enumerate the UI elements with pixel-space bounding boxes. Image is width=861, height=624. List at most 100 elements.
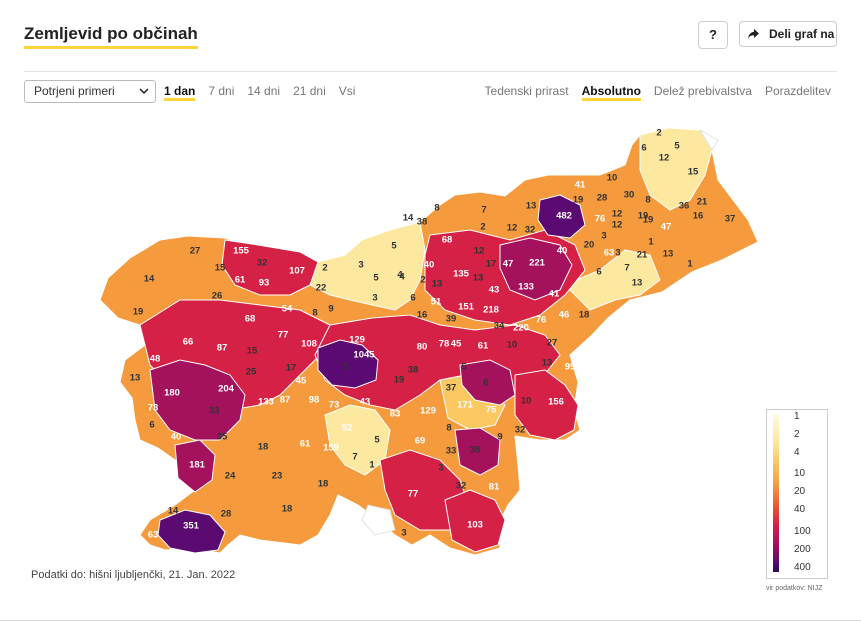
tab-porazdelitev[interactable]: Porazdelitev	[764, 84, 831, 98]
region-red-west2	[221, 239, 319, 296]
municipality-value-label: 73	[148, 403, 159, 414]
municipality-value-label: 19	[394, 375, 405, 386]
legend-label: 2	[794, 429, 800, 440]
municipality-value-label: 68	[442, 235, 453, 246]
legend-label: 10	[794, 468, 806, 479]
municipality-value-label: 351	[183, 521, 200, 532]
municipality-value-label: 107	[289, 266, 305, 277]
municipality-value-label: 8	[434, 203, 439, 214]
municipality-value-label: 19	[638, 211, 649, 222]
municipality-value-label: 20	[584, 240, 595, 251]
header-divider	[24, 71, 837, 72]
legend-label: 40	[794, 504, 806, 515]
municipality-value-label: 2	[656, 128, 661, 139]
municipality-value-label: 10	[521, 396, 532, 407]
metric-select[interactable]: Potrjeni primeri	[24, 80, 156, 103]
municipality-value-label: 12	[612, 220, 623, 231]
data-source: vir podatkov: NIJZ	[766, 585, 823, 592]
municipality-value-label: 6	[596, 267, 601, 278]
municipality-value-label: 3	[601, 231, 606, 242]
municipality-value-label: 18	[282, 504, 293, 515]
municipality-value-label: 8	[645, 195, 650, 206]
legend-color-bar	[773, 414, 779, 572]
municipality-value-label: 19	[133, 307, 144, 318]
municipality-value-label: 5	[373, 273, 379, 284]
municipality-value-label: 63	[148, 530, 159, 541]
municipality-value-label: 77	[408, 489, 419, 500]
region-light-east	[564, 249, 661, 311]
legend-label: 200	[794, 544, 811, 555]
municipality-value-label: 16	[693, 211, 704, 222]
municipality-value-label: 5	[343, 362, 349, 373]
municipality-value-label: 81	[489, 482, 500, 493]
municipality-value-label: 47	[503, 259, 514, 270]
municipality-value-label: 80	[417, 342, 428, 353]
municipality-value-label: 19	[643, 215, 654, 226]
municipality-value-label: 12	[659, 153, 670, 164]
mode-tabs: Tedenski prirast Absolutno Delež prebiva…	[485, 84, 831, 101]
municipality-value-label: 4	[399, 272, 405, 283]
municipality-value-label: 13	[542, 358, 553, 369]
municipality-value-label: 7	[481, 205, 486, 216]
municipality-value-label: 5	[461, 362, 467, 373]
municipality-value-label: 52	[342, 423, 353, 434]
municipality-value-label: 1	[369, 460, 375, 471]
tab-1-dan[interactable]: 1 dan	[164, 84, 196, 101]
tab-7-dni[interactable]: 7 dni	[208, 84, 235, 98]
municipality-value-label: 69	[415, 436, 426, 447]
tab-14-dni[interactable]: 14 dni	[247, 84, 281, 98]
municipality-value-label: 2	[420, 275, 425, 286]
municipality-value-label: 171	[457, 400, 474, 411]
page-title: Zemljevid po občinah	[24, 24, 198, 49]
legend-label: 4	[794, 447, 800, 458]
municipality-value-label: 27	[547, 338, 558, 349]
municipality-value-label: 40	[171, 432, 182, 443]
municipality-value-label: 2	[322, 263, 327, 274]
municipality-value-label: 37	[725, 214, 736, 225]
help-button[interactable]: ?	[698, 21, 728, 49]
data-footnote: Podatki do: hišni ljubljenčki, 21. Jan. …	[31, 569, 236, 581]
municipality-value-label: 12	[612, 209, 623, 220]
municipality-value-label: 45	[451, 339, 462, 350]
municipality-value-label: 6	[149, 420, 154, 431]
municipality-value-label: 87	[217, 343, 228, 354]
municipality-value-label: 15	[688, 167, 699, 178]
municipality-value-label: 45	[296, 376, 307, 387]
metric-select-value: Potrjeni primeri	[34, 84, 115, 98]
municipality-value-label: 16	[417, 310, 428, 321]
tab-vsi[interactable]: Vsi	[338, 84, 356, 98]
municipality-value-label: 17	[486, 259, 497, 270]
region-purple-north	[499, 237, 573, 301]
municipality-value-label: 21	[637, 250, 648, 261]
municipality-value-label: 133	[258, 397, 274, 408]
chevron-down-icon	[139, 81, 149, 109]
share-button[interactable]: Deli graf na	[739, 21, 837, 47]
municipality-value-label: 8	[446, 423, 451, 434]
municipality-value-label: 41	[549, 289, 560, 300]
municipality-value-label: 76	[595, 214, 606, 225]
region-white-nw	[698, 128, 719, 151]
municipality-value-label: 9	[497, 432, 502, 443]
municipality-value-label: 13	[473, 273, 484, 284]
municipality-value-label: 220	[513, 323, 529, 334]
municipality-value-label: 6	[410, 293, 415, 304]
municipality-value-label: 17	[286, 363, 297, 374]
tab-tedenski-prirast[interactable]: Tedenski prirast	[484, 84, 569, 98]
tab-delez-prebivalstva[interactable]: Delež prebivalstva	[653, 84, 752, 98]
tab-absolutno[interactable]: Absolutno	[581, 84, 641, 101]
municipality-value-label: 482	[556, 211, 572, 222]
municipality-value-label: 3	[372, 293, 377, 304]
share-label: Deli graf na	[769, 27, 835, 41]
municipality-value-label: 13	[632, 278, 643, 289]
municipality-value-label: 15	[247, 346, 258, 357]
municipality-value-label: 133	[518, 282, 534, 293]
municipality-value-label: 204	[218, 384, 235, 395]
municipality-value-label: 155	[233, 246, 250, 257]
tab-21-dni[interactable]: 21 dni	[293, 84, 326, 98]
municipality-value-label: 75	[486, 405, 497, 416]
municipality-value-label: 43	[489, 285, 500, 296]
municipality-value-label: 40	[424, 260, 435, 271]
municipality-value-label: 18	[579, 310, 590, 321]
municipality-value-label: 32	[257, 258, 268, 269]
